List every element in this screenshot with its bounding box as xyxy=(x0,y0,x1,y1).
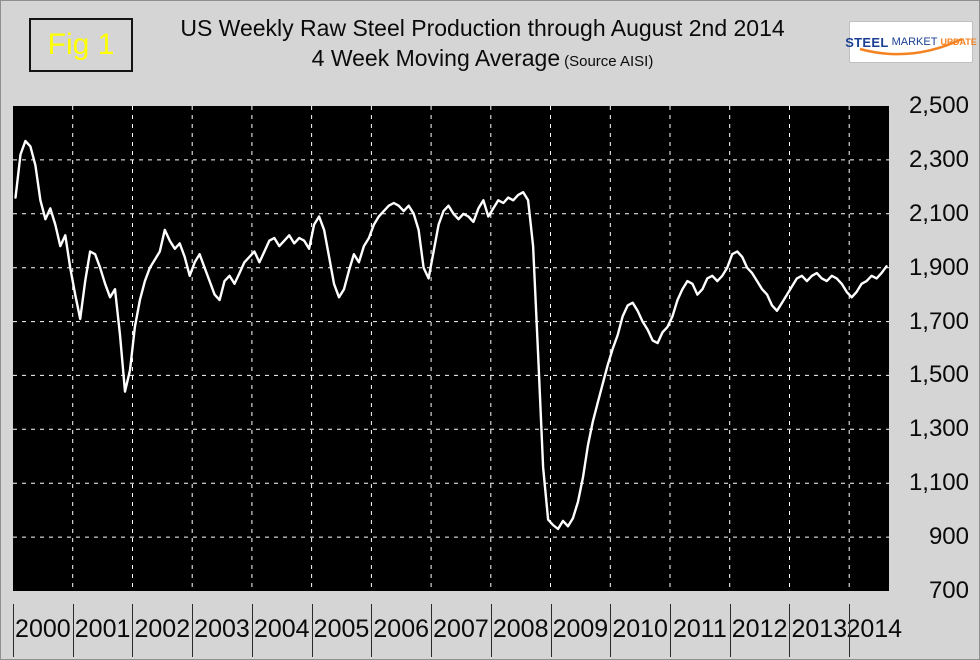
x-axis-tick xyxy=(192,604,194,657)
y-tick-label: 1,300 xyxy=(908,415,969,443)
chart-subtitle: 4 Week Moving Average xyxy=(311,45,561,72)
logo-word-steel: STEEL xyxy=(845,34,889,50)
x-tick-label: 2005 xyxy=(313,615,370,643)
logo-word-market: MARKET xyxy=(891,36,938,48)
x-axis-tick xyxy=(13,604,14,657)
x-axis-tick xyxy=(431,604,433,657)
x-axis-tick xyxy=(72,604,74,657)
production-line xyxy=(14,139,888,531)
y-tick-label: 2,100 xyxy=(908,199,969,227)
x-tick-label: 2009 xyxy=(552,615,609,643)
y-tick-label: 1,900 xyxy=(908,253,969,281)
x-tick-label: 2003 xyxy=(194,615,250,643)
x-tick-label: 2011 xyxy=(672,615,727,643)
x-tick-label: 2000 xyxy=(15,615,71,643)
x-axis-tick xyxy=(849,604,851,657)
x-axis-tick xyxy=(729,604,731,657)
x-tick-label: 2002 xyxy=(134,615,191,643)
logo-swoosh-icon xyxy=(859,37,963,56)
chart-source: (Source AISI) xyxy=(564,53,654,71)
x-axis-tick xyxy=(311,604,313,657)
x-tick-label: 2007 xyxy=(433,615,489,643)
x-axis-tick xyxy=(789,604,791,657)
y-tick-label: 1,500 xyxy=(908,361,969,389)
x-tick-label: 2004 xyxy=(253,615,310,643)
x-tick-label: 2012 xyxy=(731,615,788,643)
x-axis-tick xyxy=(251,604,253,657)
x-axis-tick xyxy=(371,604,373,657)
x-tick-label: 2001 xyxy=(74,615,131,643)
logo-text: STEEL MARKET UPDATE xyxy=(845,22,977,62)
y-tick-label: 1,100 xyxy=(908,469,969,497)
x-axis-tick xyxy=(669,604,671,657)
x-axis-tick xyxy=(132,604,134,657)
y-tick-label: 1,700 xyxy=(908,307,969,335)
chart-title: US Weekly Raw Steel Production through A… xyxy=(141,13,824,74)
y-axis: 2,500 2,300 2,100 1,900 1,700 1,500 1,300 1,100… xyxy=(893,1,977,659)
y-tick-label: 2,300 xyxy=(908,145,969,173)
steel-market-update-logo: STEEL MARKET UPDATE xyxy=(845,21,977,63)
y-tick-label: 700 xyxy=(928,577,969,604)
logo-word-update: UPDATE xyxy=(940,37,977,47)
y-tick-label: 900 xyxy=(928,523,969,551)
plot-area xyxy=(13,106,889,591)
x-axis-tick xyxy=(610,604,612,657)
chart-title-line1: US Weekly Raw Steel Production through A… xyxy=(180,15,785,41)
x-tick-label: 2010 xyxy=(612,615,668,643)
x-tick-label: 2008 xyxy=(492,615,549,643)
plot-canvas xyxy=(13,106,889,591)
chart-title-line2: 4 Week Moving Average (Source AISI) xyxy=(141,44,824,74)
y-tick-label: 2,500 xyxy=(908,92,969,119)
x-tick-label: 2013 xyxy=(791,615,848,643)
figure-label-box: Fig 1 xyxy=(29,18,133,72)
x-tick-label: 2014 xyxy=(846,615,903,643)
figure-label: Fig 1 xyxy=(47,28,115,61)
x-axis-tick xyxy=(490,604,492,657)
x-axis-tick xyxy=(550,604,552,657)
x-tick-label: 2006 xyxy=(373,615,430,643)
